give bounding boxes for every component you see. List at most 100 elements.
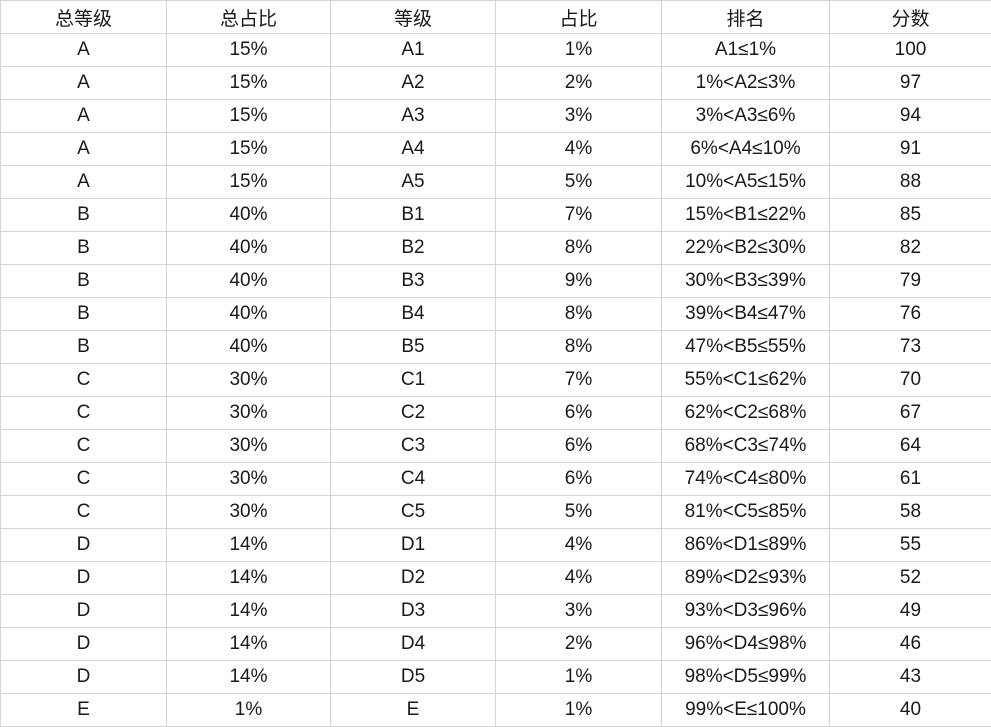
cell-grade: B5 [330, 330, 496, 364]
cell-score: 43 [829, 660, 991, 694]
cell-score: 64 [829, 429, 991, 463]
cell-total-share: 40% [166, 198, 331, 232]
cell-rank-range: 96%<D4≤98% [661, 627, 830, 661]
cell-total-grade: D [0, 594, 167, 628]
cell-total-grade: A [0, 99, 167, 133]
cell-rank-range: 62%<C2≤68% [661, 396, 830, 430]
table-header: 总等级 总占比 等级 占比 排名 分数 [0, 0, 991, 34]
cell-rank-range: 89%<D2≤93% [661, 561, 830, 595]
table-row: B 40% B4 8% 39%<B4≤47% 76 [0, 297, 991, 331]
cell-rank-range: 81%<C5≤85% [661, 495, 830, 529]
table-row: A 15% A5 5% 10%<A5≤15% 88 [0, 165, 991, 199]
cell-total-share: 14% [166, 594, 331, 628]
table-row: C 30% C3 6% 68%<C3≤74% 64 [0, 429, 991, 463]
table-row: A 15% A4 4% 6%<A4≤10% 91 [0, 132, 991, 166]
cell-share: 5% [495, 495, 662, 529]
cell-rank-range: 22%<B2≤30% [661, 231, 830, 265]
cell-grade: A4 [330, 132, 496, 166]
cell-grade: A2 [330, 66, 496, 100]
cell-grade: D3 [330, 594, 496, 628]
table-row: D 14% D4 2% 96%<D4≤98% 46 [0, 627, 991, 661]
cell-rank-range: 74%<C4≤80% [661, 462, 830, 496]
cell-total-share: 30% [166, 429, 331, 463]
cell-rank-range: A1≤1% [661, 33, 830, 67]
cell-total-share: 15% [166, 33, 331, 67]
cell-share: 4% [495, 132, 662, 166]
table-row: E 1% E 1% 99%<E≤100% 40 [0, 693, 991, 727]
cell-total-grade: A [0, 165, 167, 199]
cell-score: 79 [829, 264, 991, 298]
cell-share: 1% [495, 693, 662, 727]
cell-share: 3% [495, 594, 662, 628]
cell-score: 67 [829, 396, 991, 430]
cell-score: 61 [829, 462, 991, 496]
cell-total-share: 14% [166, 561, 331, 595]
table-body: A 15% A1 1% A1≤1% 100 A 15% A2 2% 1%<A2≤3% 97 A 15% A3… [0, 33, 991, 727]
cell-share: 4% [495, 528, 662, 562]
cell-total-grade: B [0, 231, 167, 265]
cell-total-grade: D [0, 660, 167, 694]
cell-share: 1% [495, 33, 662, 67]
cell-rank-range: 47%<B5≤55% [661, 330, 830, 364]
cell-score: 73 [829, 330, 991, 364]
cell-total-grade: B [0, 297, 167, 331]
cell-grade: D5 [330, 660, 496, 694]
cell-share: 8% [495, 231, 662, 265]
cell-grade: B3 [330, 264, 496, 298]
cell-share: 7% [495, 198, 662, 232]
cell-total-share: 15% [166, 99, 331, 133]
table-row: D 14% D3 3% 93%<D3≤96% 49 [0, 594, 991, 628]
table-row: C 30% C2 6% 62%<C2≤68% 67 [0, 396, 991, 430]
cell-share: 7% [495, 363, 662, 397]
table-row: A 15% A3 3% 3%<A3≤6% 94 [0, 99, 991, 133]
cell-total-grade: A [0, 33, 167, 67]
cell-grade: C5 [330, 495, 496, 529]
table-row: D 14% D5 1% 98%<D5≤99% 43 [0, 660, 991, 694]
cell-score: 88 [829, 165, 991, 199]
cell-score: 55 [829, 528, 991, 562]
cell-total-share: 1% [166, 693, 331, 727]
cell-total-grade: D [0, 528, 167, 562]
cell-total-share: 14% [166, 627, 331, 661]
cell-total-grade: C [0, 363, 167, 397]
cell-score: 70 [829, 363, 991, 397]
cell-rank-range: 1%<A2≤3% [661, 66, 830, 100]
table-row: B 40% B3 9% 30%<B3≤39% 79 [0, 264, 991, 298]
cell-total-share: 30% [166, 396, 331, 430]
cell-total-grade: C [0, 495, 167, 529]
cell-total-grade: C [0, 429, 167, 463]
cell-share: 6% [495, 462, 662, 496]
table-row: C 30% C4 6% 74%<C4≤80% 61 [0, 462, 991, 496]
column-header-rank-range: 排名 [661, 0, 830, 34]
table-row: D 14% D1 4% 86%<D1≤89% 55 [0, 528, 991, 562]
cell-total-grade: D [0, 627, 167, 661]
cell-rank-range: 39%<B4≤47% [661, 297, 830, 331]
cell-share: 8% [495, 297, 662, 331]
cell-rank-range: 10%<A5≤15% [661, 165, 830, 199]
cell-score: 82 [829, 231, 991, 265]
cell-rank-range: 6%<A4≤10% [661, 132, 830, 166]
cell-share: 9% [495, 264, 662, 298]
cell-total-share: 14% [166, 528, 331, 562]
cell-grade: D2 [330, 561, 496, 595]
cell-score: 40 [829, 693, 991, 727]
cell-score: 58 [829, 495, 991, 529]
cell-grade: B1 [330, 198, 496, 232]
cell-score: 91 [829, 132, 991, 166]
cell-rank-range: 98%<D5≤99% [661, 660, 830, 694]
cell-grade: E [330, 693, 496, 727]
cell-total-grade: B [0, 330, 167, 364]
cell-total-share: 40% [166, 330, 331, 364]
cell-score: 46 [829, 627, 991, 661]
cell-rank-range: 30%<B3≤39% [661, 264, 830, 298]
cell-grade: B4 [330, 297, 496, 331]
cell-grade: C4 [330, 462, 496, 496]
cell-score: 94 [829, 99, 991, 133]
cell-score: 76 [829, 297, 991, 331]
cell-grade: C2 [330, 396, 496, 430]
column-header-total-share: 总占比 [166, 0, 331, 34]
column-header-share: 占比 [495, 0, 662, 34]
cell-total-grade: A [0, 132, 167, 166]
